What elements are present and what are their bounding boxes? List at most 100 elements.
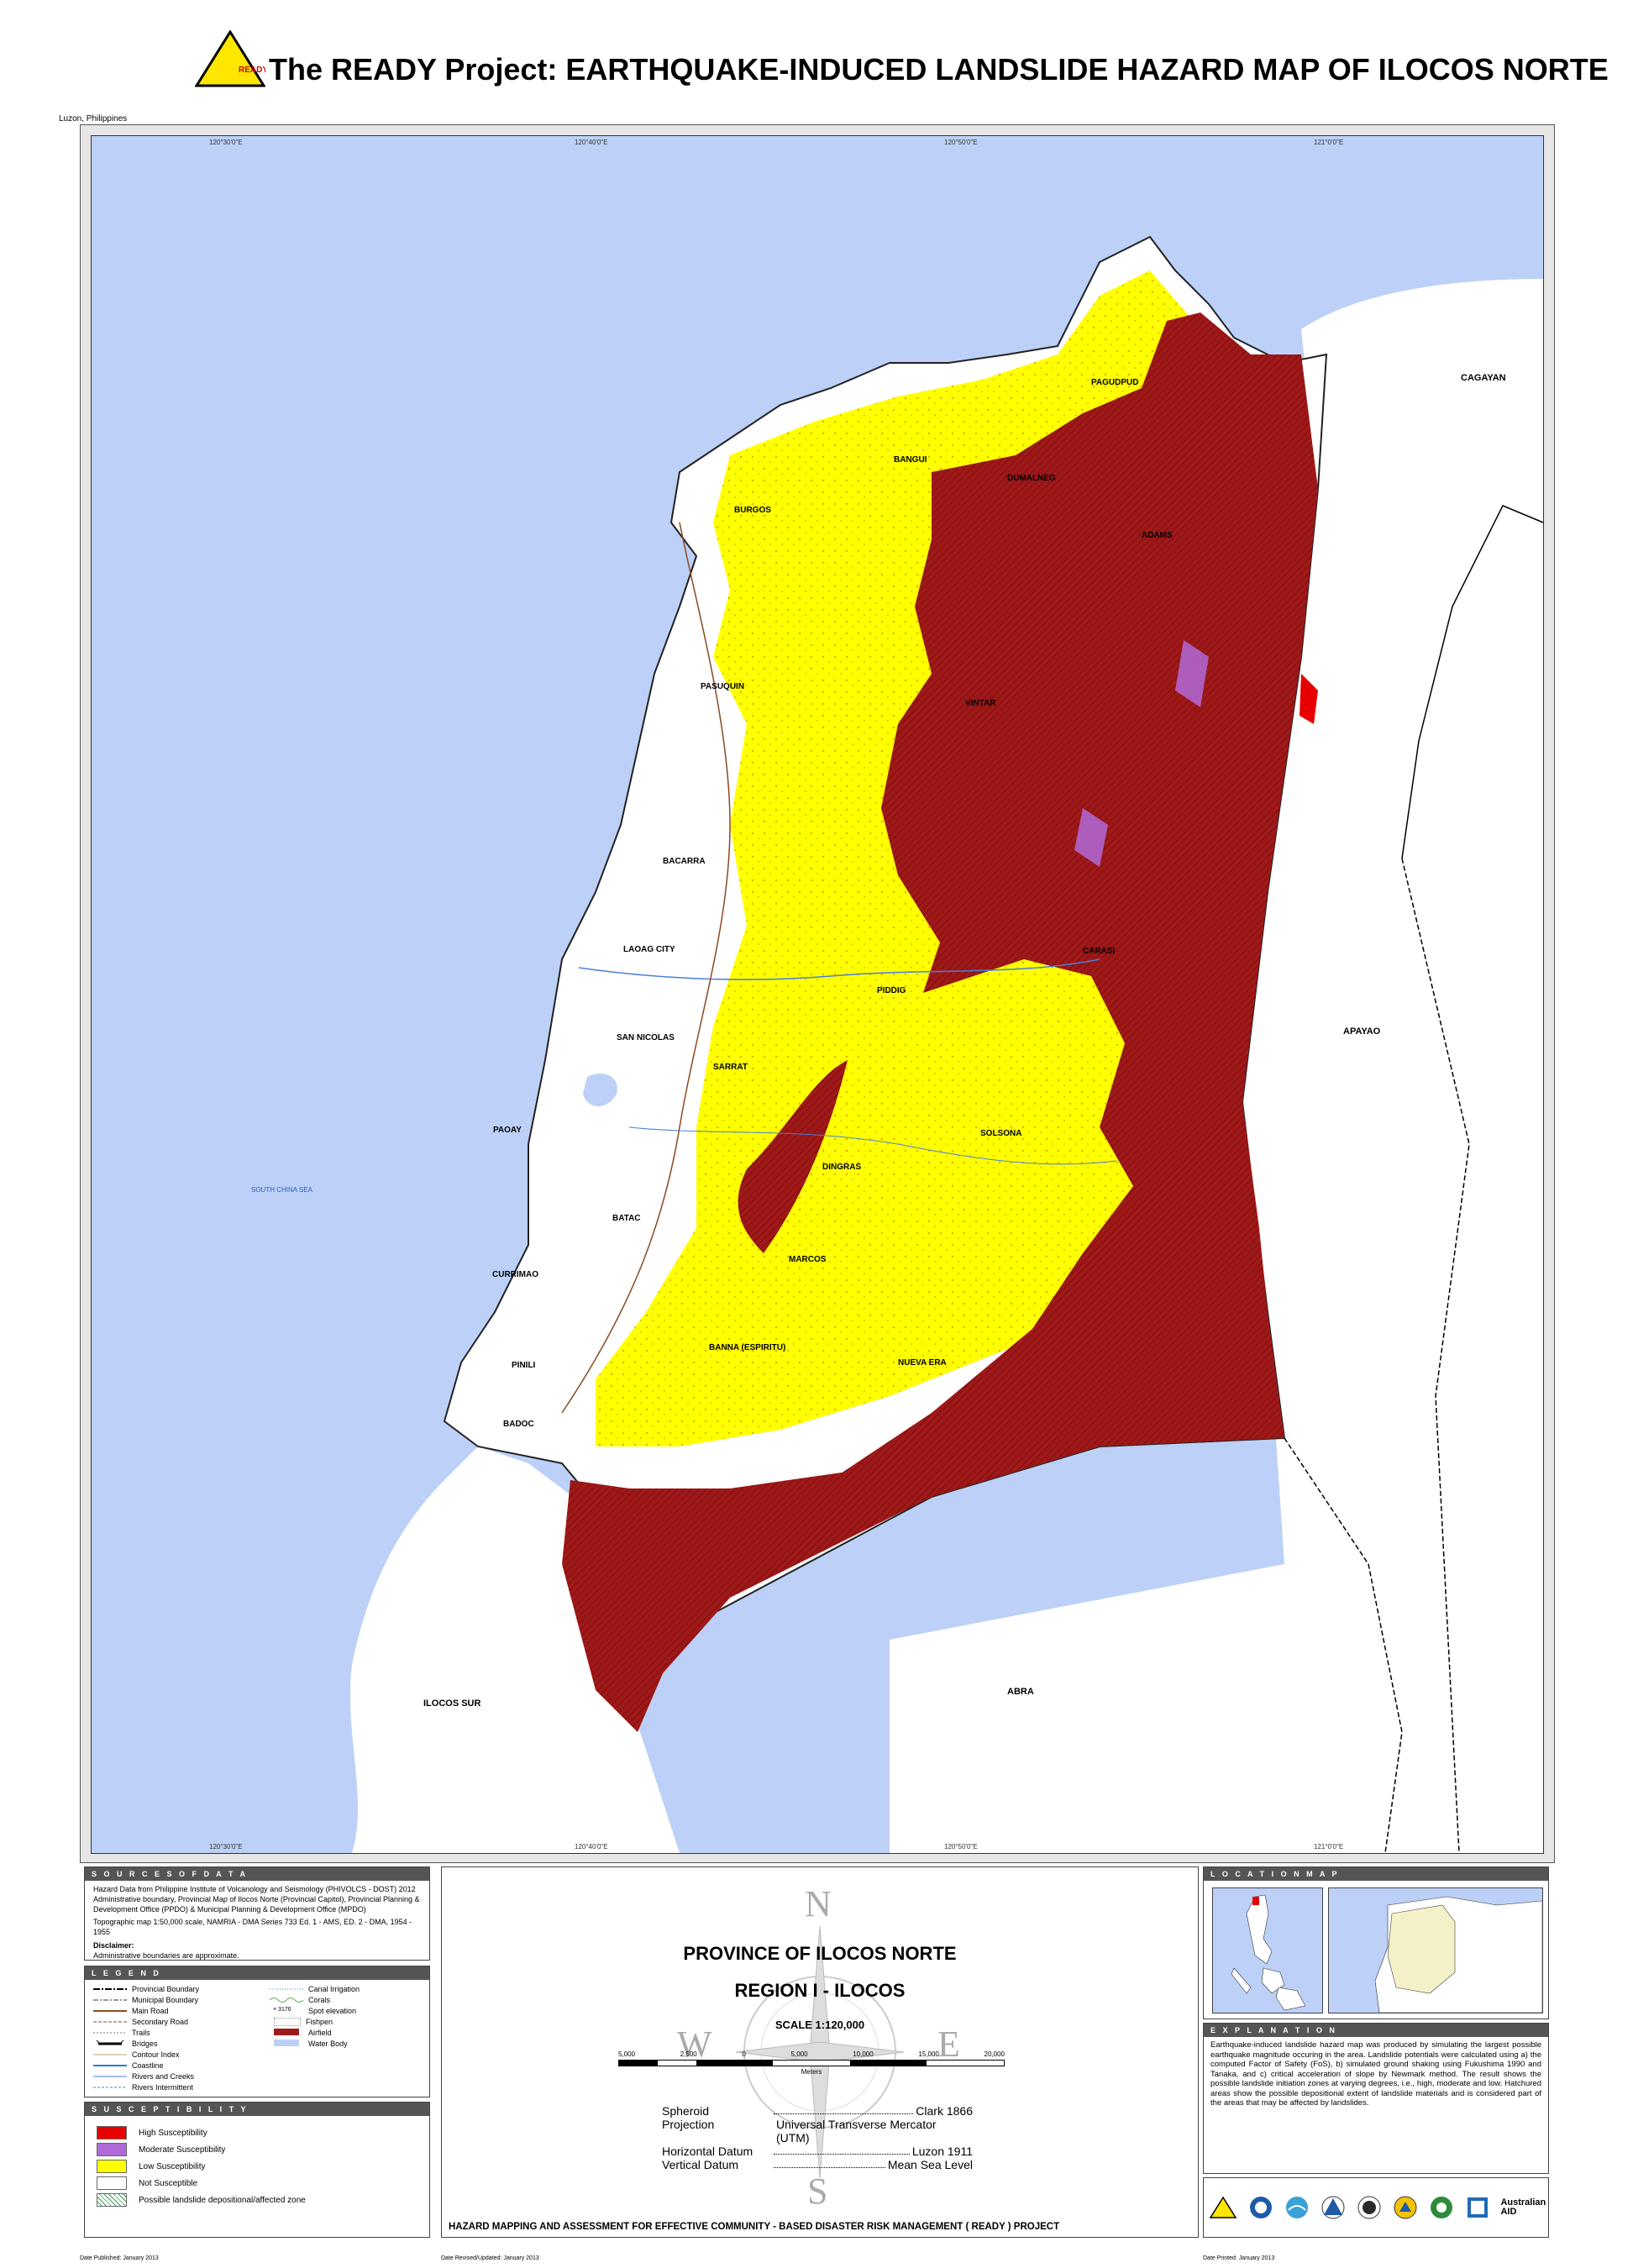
ready-small-logo-icon [1210, 2196, 1237, 2218]
source-line-3: Topographic map 1:50,000 scale, NAMRIA -… [93, 1918, 412, 1936]
boundary-cagayan [1401, 505, 1543, 859]
scale-tick-5: 15,000 [918, 2050, 939, 2058]
page-title: The READY Project: EARTHQUAKE-INDUCED LA… [269, 52, 1609, 87]
datum-label-3: Vertical Datum [662, 2158, 739, 2171]
town-vintar: VINTAR [965, 699, 996, 708]
legend-secondary-road: Secondary Road [132, 2017, 189, 2026]
date-published: Date Published: January 2013 [80, 2255, 159, 2261]
grid-bottom-3: 120°50'0"E [944, 1843, 978, 1851]
label-cagayan: CAGAYAN [1461, 373, 1506, 383]
legend-main-road: Main Road [132, 2006, 169, 2015]
main-road [561, 522, 731, 1414]
grid-bottom-1: 120°30'0"E [209, 1843, 243, 1851]
town-paoay: PAOAY [493, 1126, 522, 1135]
mgb-seal-icon [1357, 2196, 1381, 2219]
sus-moderate: Moderate Susceptibility [139, 2145, 226, 2155]
map-frame: 120°30'0"E 120°40'0"E 120°50'0"E 121°0'0… [80, 124, 1555, 1863]
sources-panel: S O U R C E S O F D A T A Hazard Data fr… [84, 1866, 430, 1961]
river-laoag [578, 958, 1100, 980]
legend-municipal-boundary: Municipal Boundary [132, 1995, 199, 2004]
label-sea: SOUTH CHINA SEA [251, 1186, 312, 1194]
datum-value-0: Clark 1866 [916, 2104, 973, 2118]
town-burgos: BURGOS [734, 506, 771, 515]
legend-contour-index: Contour Index [132, 2050, 180, 2059]
town-sarrat: SARRAT [713, 1063, 748, 1072]
susceptibility-heading: S U S C E P T I B I L I T Y [85, 2103, 429, 2116]
province-title: PROVINCE OF ILOCOS NORTE [683, 1943, 957, 1964]
compass-n: N [805, 1883, 832, 1924]
land-east [890, 279, 1543, 1853]
central-ridge [738, 1060, 848, 1253]
phivolcs-seal-icon [1250, 2197, 1273, 2218]
label-abra: ABRA [1007, 1687, 1034, 1697]
location-line: Luzon, Philippines [59, 114, 128, 123]
town-batac: BATAC [612, 1214, 641, 1223]
scale-tick-6: 20,000 [984, 2050, 1005, 2058]
label-ilocos-sur: ILOCOS SUR [423, 1698, 481, 1709]
town-bacarra: BACARRA [663, 857, 706, 866]
datum-value-2: Luzon 1911 [911, 2145, 973, 2158]
boundary-abra [1284, 1437, 1403, 1853]
scale-tick-2: 0 [742, 2050, 746, 2058]
location-map-heading: L O C A T I O N M A P [1204, 1867, 1548, 1881]
moderate-patch-1 [1175, 640, 1209, 707]
datum-list: Spheroid Clark 1866 Projection Universal T… [662, 2104, 973, 2171]
legend-water-body: Water Body [308, 2039, 348, 2048]
legend-spot-value: 3176 [278, 2006, 291, 2013]
town-carasi: CARASI [1083, 947, 1116, 956]
sus-low: Low Susceptibility [139, 2161, 206, 2171]
legend-rivers-creeks: Rivers and Creeks [132, 2071, 195, 2081]
legend-bridges: Bridges [132, 2039, 158, 2048]
town-pinili: PINILI [512, 1361, 536, 1370]
hazard-map[interactable]: 120°30'0"E 120°40'0"E 120°50'0"E 121°0'0… [91, 135, 1544, 1854]
legend-canal: Canal Irrigation [308, 1984, 360, 1993]
sus-depositional: Possible landslide depositional/affected… [139, 2195, 306, 2205]
legend-provincial-boundary: Provincial Boundary [132, 1984, 200, 1993]
project-footer: HAZARD MAPPING AND ASSESSMENT FOR EFFECT… [449, 2222, 1060, 2232]
explanation-text: Earthquake-induced landslide hazard map … [1210, 2040, 1541, 2108]
grid-top-4: 121°0'0"E [1314, 139, 1344, 146]
disclaimer-label: Disclaimer: [93, 1941, 134, 1950]
high-hatched-zone-east [780, 312, 1318, 1514]
legend-heading: L E G E N D [85, 1966, 429, 1980]
grid-top-2: 120°40'0"E [575, 139, 608, 146]
scale-text: SCALE 1:120,000 [774, 2019, 865, 2031]
town-dumalneg: DUMALNEG [1007, 474, 1056, 483]
moderate-patch-2 [1074, 808, 1108, 867]
grid-bottom-2: 120°40'0"E [575, 1843, 608, 1851]
legend-spot-elevation: Spot elevation [308, 2006, 357, 2015]
river-2 [628, 1126, 1117, 1165]
town-laoag: LAOAG CITY [623, 945, 675, 954]
ocd-seal-icon [1321, 2196, 1345, 2219]
scale-tick-4: 10,000 [853, 2050, 874, 2058]
paoay-lake [583, 1074, 617, 1106]
town-bangui: BANGUI [894, 455, 927, 465]
namria-seal-icon [1394, 2196, 1417, 2219]
compass-e: E [937, 2024, 960, 2065]
high-susceptibility-patch [1300, 674, 1318, 724]
datum-label-2: Horizontal Datum [662, 2145, 753, 2158]
legend-rivers-intermittent: Rivers Intermittent [132, 2082, 194, 2092]
scale-bar: 5,000 2,500 0 5,000 10,000 15,000 20,000… [618, 2050, 1005, 2076]
legend-corals: Corals [308, 1995, 331, 2004]
legend-airfield: Airfield [308, 2028, 332, 2037]
scale-tick-1: 2,500 [680, 2050, 697, 2058]
pagasa-seal-icon [1286, 2197, 1309, 2218]
boundary-apayao [1401, 858, 1470, 1853]
scale-tick-3: 5,000 [790, 2050, 808, 2058]
source-line-2: Administrative boundary, Provincial Map … [93, 1895, 420, 1914]
legend-coastline: Coastline [132, 2061, 164, 2070]
town-adams: ADAMS [1142, 531, 1173, 540]
undp-logo-icon [1467, 2197, 1488, 2218]
partner-logos: Australian AID [1203, 2177, 1549, 2238]
compass-s: S [807, 2171, 828, 2212]
logo-text: READY [239, 66, 265, 75]
town-solsona: SOLSONA [980, 1129, 1022, 1138]
datum-value-3: Mean Sea Level [887, 2158, 973, 2171]
datum-label-1: Projection [662, 2118, 715, 2131]
grid-top-3: 120°50'0"E [944, 139, 978, 146]
datum-label-0: Spheroid [662, 2104, 710, 2118]
town-badoc: BADOC [503, 1420, 534, 1429]
sus-not: Not Susceptible [139, 2178, 198, 2188]
town-piddig: PIDDIG [877, 986, 906, 995]
